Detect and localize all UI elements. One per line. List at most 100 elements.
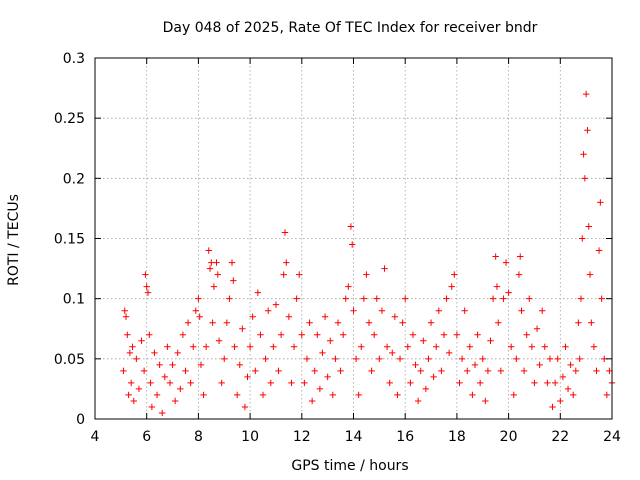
data-point	[190, 343, 197, 350]
y-tick-label: 0	[76, 412, 85, 428]
data-point	[329, 391, 337, 399]
data-point	[153, 391, 161, 399]
data-point	[319, 349, 326, 357]
data-point	[381, 265, 388, 272]
data-point	[551, 379, 559, 387]
data-point	[358, 343, 365, 350]
data-point	[533, 325, 541, 332]
x-tick-label: 10	[241, 429, 259, 445]
data-point	[368, 367, 375, 375]
data-point	[576, 355, 583, 363]
data-point	[306, 319, 313, 326]
data-point	[422, 385, 430, 393]
data-point	[520, 367, 528, 375]
data-point	[301, 379, 308, 387]
data-point	[127, 379, 135, 387]
data-point	[581, 175, 589, 182]
data-point	[290, 343, 298, 350]
data-point	[394, 391, 401, 399]
data-point	[513, 355, 520, 363]
y-axis-label: ROTI / TECUs	[6, 194, 22, 286]
data-point	[386, 379, 393, 387]
data-point	[378, 307, 386, 314]
data-point	[528, 343, 536, 350]
data-point	[588, 319, 595, 326]
data-point	[404, 343, 411, 350]
data-point	[285, 313, 293, 320]
data-point	[350, 307, 357, 314]
data-point	[197, 361, 205, 369]
data-point	[598, 295, 605, 302]
x-tick-label: 18	[448, 429, 466, 445]
data-point	[582, 90, 590, 98]
data-point	[451, 271, 458, 278]
data-point	[182, 367, 189, 375]
data-point	[283, 259, 290, 266]
data-point	[526, 295, 533, 302]
data-point	[435, 307, 443, 314]
data-point	[321, 313, 329, 320]
data-point	[140, 367, 148, 375]
x-tick-label: 12	[293, 429, 311, 445]
data-point	[559, 373, 567, 381]
data-point	[293, 295, 300, 302]
data-point	[308, 397, 316, 405]
data-point	[303, 355, 311, 363]
x-tick-label: 14	[345, 429, 363, 445]
data-point	[425, 355, 432, 363]
y-tick-label: 0.25	[54, 111, 85, 127]
data-point	[562, 343, 569, 350]
data-point	[482, 397, 489, 405]
data-point	[572, 367, 580, 375]
x-tick-label: 6	[142, 429, 151, 445]
data-point	[373, 295, 380, 302]
data-point	[412, 361, 419, 369]
grid-lines	[95, 58, 612, 419]
data-point	[241, 403, 249, 411]
data-point	[124, 331, 131, 338]
x-axis-label: GPS time / hours	[291, 458, 408, 474]
data-point	[544, 379, 551, 387]
data-point	[389, 349, 396, 357]
data-point	[453, 331, 461, 338]
data-point	[246, 343, 254, 350]
x-tick-label: 24	[603, 429, 621, 445]
data-point	[135, 385, 143, 393]
x-tick-label: 20	[500, 429, 518, 445]
data-point	[420, 337, 427, 344]
data-point	[223, 319, 231, 326]
data-point	[593, 367, 600, 375]
data-point	[231, 343, 238, 350]
data-point	[202, 343, 210, 350]
data-point	[259, 391, 267, 399]
data-point	[580, 151, 587, 158]
data-point	[458, 355, 466, 363]
data-point	[518, 307, 525, 314]
data-point	[370, 331, 378, 338]
data-point	[487, 337, 494, 344]
data-point	[277, 331, 285, 338]
data-point	[360, 295, 368, 302]
x-tick-label: 22	[551, 429, 569, 445]
data-point	[264, 307, 272, 314]
x-tick-label: 8	[194, 429, 203, 445]
data-point	[143, 283, 150, 290]
data-point	[200, 391, 207, 399]
data-point	[349, 241, 356, 248]
data-point	[192, 307, 200, 314]
data-point	[352, 355, 360, 363]
data-point	[549, 403, 556, 411]
data-point	[161, 373, 168, 381]
y-tick-label: 0.15	[54, 232, 85, 248]
data-point	[214, 271, 221, 278]
data-point	[427, 319, 435, 326]
data-point	[363, 271, 370, 278]
data-point	[270, 343, 277, 350]
data-point	[383, 343, 391, 350]
data-point	[557, 397, 564, 405]
data-point	[281, 229, 289, 236]
data-point	[440, 331, 448, 338]
data-point	[376, 355, 383, 363]
data-point	[495, 319, 502, 326]
